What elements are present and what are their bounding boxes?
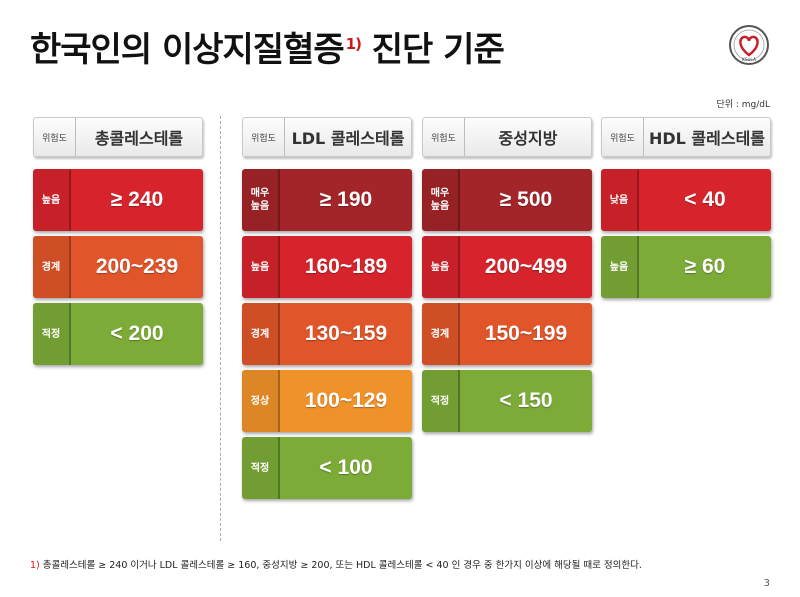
level-label: 높음 <box>422 236 460 298</box>
title-tail: 진단 기준 <box>360 30 505 70</box>
level-label: 적정 <box>242 437 280 499</box>
criteria-row: 낮음 < 40 <box>601 169 771 231</box>
column-divider <box>220 116 221 541</box>
level-label: 정상 <box>242 370 280 432</box>
threshold-value: < 150 <box>499 389 553 412</box>
criteria-row: 높음 200~499 <box>422 236 592 298</box>
svg-text:KSoLA: KSoLA <box>742 57 757 63</box>
title-main: 한국인의 이상지질혈증 <box>30 30 345 70</box>
level-label: 적정 <box>33 303 71 365</box>
level-label: 높음 <box>242 236 280 298</box>
threshold-value: 200~239 <box>95 255 179 278</box>
criteria-row: 경계 130~159 <box>242 303 412 365</box>
level-label: 매우 높음 <box>242 169 280 231</box>
column-title: HDL 콜레스테롤 <box>648 129 766 148</box>
criteria-row: 정상 100~129 <box>242 370 412 432</box>
risk-label: 위험도 <box>34 118 76 156</box>
threshold-value: ≥ 500 <box>499 188 553 211</box>
column-title: 중성지방 <box>498 129 558 148</box>
threshold-value: 130~159 <box>304 322 388 345</box>
column-header: 위험도 총콜레스테롤 <box>33 117 203 157</box>
criteria-row: 적정 < 100 <box>242 437 412 499</box>
criteria-row: 높음 ≥ 60 <box>601 236 771 298</box>
risk-label: 위험도 <box>423 118 465 156</box>
threshold-value: 100~129 <box>304 389 388 412</box>
criteria-row: 적정 < 150 <box>422 370 592 432</box>
level-label: 경계 <box>33 236 71 298</box>
level-label: 경계 <box>242 303 280 365</box>
criteria-row: 높음 160~189 <box>242 236 412 298</box>
threshold-value: 200~499 <box>484 255 568 278</box>
threshold-value: ≥ 240 <box>110 188 164 211</box>
criteria-row: 경계 150~199 <box>422 303 592 365</box>
criteria-row: 높음 ≥ 240 <box>33 169 203 231</box>
title-footnote-mark: 1) <box>345 34 362 53</box>
criteria-row: 매우 높음 ≥ 190 <box>242 169 412 231</box>
column-header: 위험도 HDL 콜레스테롤 <box>601 117 771 157</box>
unit-label: 단위 : mg/dL <box>716 100 770 110</box>
criteria-row: 적정 < 200 <box>33 303 203 365</box>
column-title: LDL 콜레스테롤 <box>291 129 405 148</box>
column-header: 위험도 중성지방 <box>422 117 592 157</box>
risk-label: 위험도 <box>243 118 285 156</box>
level-label: 낮음 <box>601 169 639 231</box>
column-header: 위험도 LDL 콜레스테롤 <box>242 117 412 157</box>
threshold-value: < 200 <box>110 322 164 345</box>
risk-label: 위험도 <box>602 118 644 156</box>
threshold-value: 150~199 <box>484 322 568 345</box>
threshold-value: < 100 <box>319 456 373 479</box>
level-label: 높음 <box>601 236 639 298</box>
footnote-text: 총콜레스테롤 ≥ 240 이거나 LDL 콜레스테롤 ≥ 160, 중성지방 ≥… <box>39 560 642 571</box>
level-label: 높음 <box>33 169 71 231</box>
threshold-value: 160~189 <box>304 255 388 278</box>
level-label: 매우 높음 <box>422 169 460 231</box>
column-title: 총콜레스테롤 <box>94 129 184 148</box>
criteria-row: 매우 높음 ≥ 500 <box>422 169 592 231</box>
footnote: 1) 총콜레스테롤 ≥ 240 이거나 LDL 콜레스테롤 ≥ 160, 중성지… <box>30 557 642 571</box>
threshold-value: < 40 <box>684 188 726 211</box>
page-number: 3 <box>763 578 770 589</box>
threshold-value: ≥ 60 <box>684 255 726 278</box>
level-label: 적정 <box>422 370 460 432</box>
footnote-mark: 1) <box>30 560 40 571</box>
criteria-row: 경계 200~239 <box>33 236 203 298</box>
page-title: 한국인의 이상지질혈증 1) 진단 기준 <box>30 22 505 71</box>
level-label: 경계 <box>422 303 460 365</box>
heart-logo-icon: KSoLA <box>729 25 769 65</box>
threshold-value: ≥ 190 <box>319 188 373 211</box>
